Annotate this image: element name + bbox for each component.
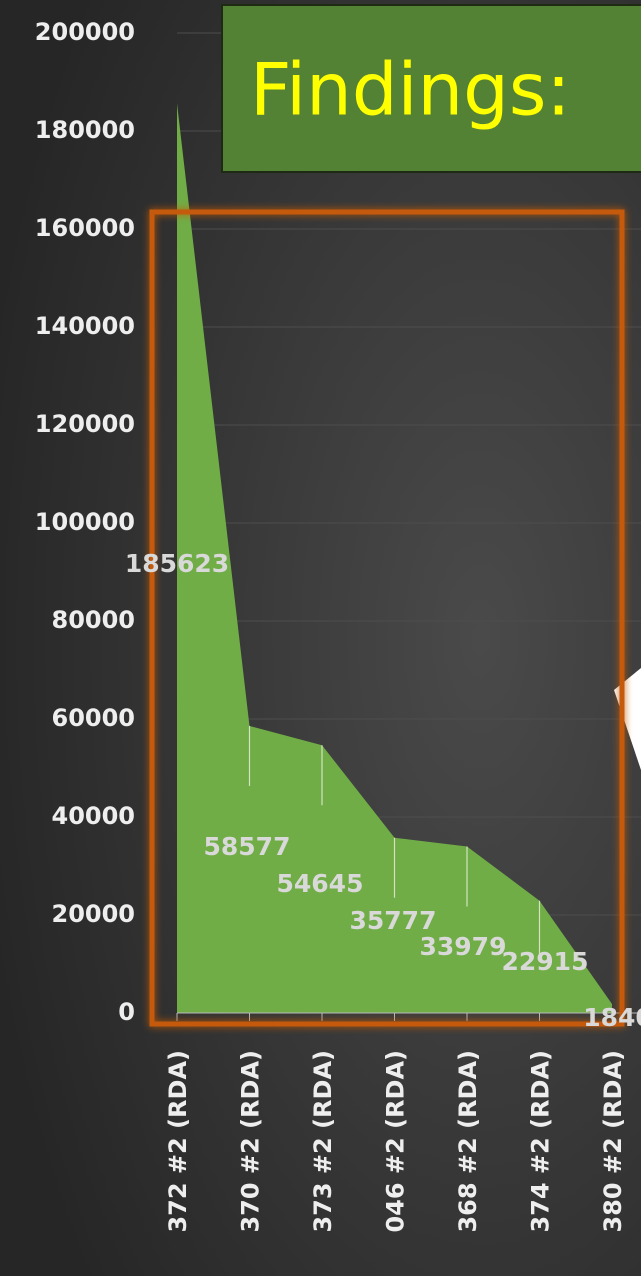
data-label: 1840: [583, 1003, 641, 1032]
area: [177, 103, 612, 1013]
data-label: 33979: [420, 932, 507, 961]
y-tick-label: 20000: [52, 900, 136, 928]
y-tick-label: 200000: [35, 18, 135, 46]
data-label: 35777: [350, 906, 437, 935]
y-tick-label: 80000: [52, 606, 136, 634]
y-tick-label: 40000: [52, 802, 136, 830]
y-tick-label: 60000: [52, 704, 136, 732]
x-tick-label: 372 #2 (RDA): [164, 1050, 192, 1233]
y-tick-label: 140000: [35, 312, 135, 340]
x-tick-label: 046 #2 (RDA): [382, 1050, 410, 1233]
x-tick-label: 380 #2 (RDA): [599, 1050, 627, 1233]
x-tick-label: 368 #2 (RDA): [454, 1050, 482, 1233]
title-box: [221, 4, 641, 173]
x-tick-label: 373 #2 (RDA): [309, 1050, 337, 1233]
y-tick-label: 160000: [35, 214, 135, 242]
y-tick-label: 180000: [35, 116, 135, 144]
y-tick-label: 120000: [35, 410, 135, 438]
y-tick-label: 100000: [35, 508, 135, 536]
plot: [176, 103, 641, 1021]
highlight-box: [149, 209, 625, 1027]
chart-title: Findings:: [250, 48, 571, 132]
data-label: 54645: [277, 869, 364, 898]
data-label: 58577: [204, 832, 291, 861]
x-tick-label: 374 #2 (RDA): [527, 1050, 555, 1233]
y-tick-label: 0: [118, 998, 135, 1026]
x-tick-label: 370 #2 (RDA): [237, 1050, 265, 1233]
data-label: 185623: [125, 549, 229, 578]
data-label: 22915: [502, 947, 589, 976]
